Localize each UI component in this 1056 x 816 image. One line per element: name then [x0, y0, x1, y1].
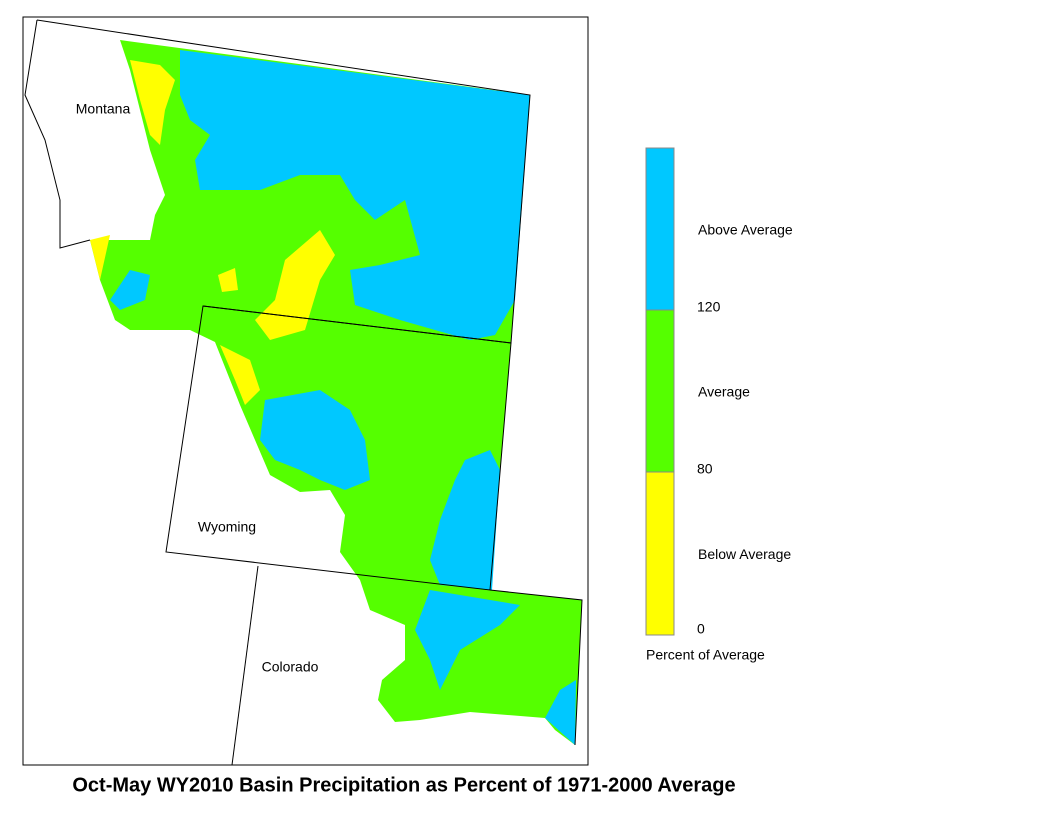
region-above: [430, 450, 500, 590]
legend-band: [645, 309, 675, 473]
region-above: [545, 680, 576, 745]
legend-caption: Percent of Average: [646, 647, 765, 663]
state-label: Colorado: [262, 659, 319, 675]
region-below: [255, 230, 335, 340]
region-below: [130, 60, 175, 145]
state-border: [24, 19, 91, 249]
legend-tick-label: 120: [697, 299, 721, 315]
region-below: [218, 268, 238, 292]
region-above: [180, 50, 530, 340]
region-above: [110, 270, 150, 310]
region-above: [415, 590, 520, 690]
region-above: [260, 390, 370, 490]
region-below: [220, 345, 260, 405]
legend-tick-label: 0: [697, 621, 705, 637]
state-label: Wyoming: [198, 519, 256, 535]
region-below: [90, 235, 110, 280]
legend-band-label: Below Average: [698, 546, 791, 562]
legend-tick-label: 80: [697, 461, 713, 477]
legend-band: [645, 147, 675, 311]
legend-band-label: Average: [698, 384, 750, 400]
state-outlines: [24, 19, 583, 766]
title: Oct-May WY2010 Basin Precipitation as Pe…: [72, 774, 735, 796]
legend-band: [645, 471, 675, 636]
state-border: [489, 589, 583, 746]
state-border: [231, 565, 259, 766]
state-label: Montana: [76, 101, 131, 117]
legend-band-label: Above Average: [698, 222, 793, 238]
legend: Below Average Average Above Average 0 80 120: [645, 147, 793, 637]
basin-map: [90, 40, 582, 745]
